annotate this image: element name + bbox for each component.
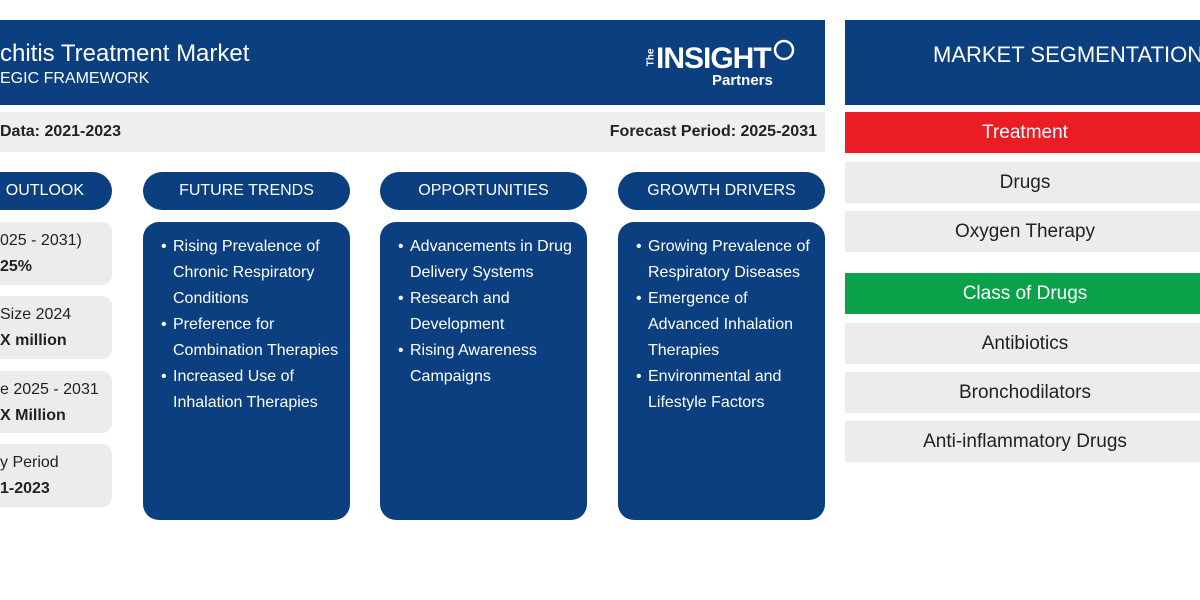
bullet: Increased Use of Inhalation Therapies [161,364,340,416]
segment-item: Drugs [845,162,1200,203]
bullet: Preference for Combination Therapies [161,312,340,364]
subtitle: EGIC FRAMEWORK [0,70,150,87]
logo-main: INSIGHT [656,42,772,75]
column-header: OPPORTUNITIES [380,172,587,210]
forecast-period: Forecast Period: 2025-2031 [609,123,817,140]
segmentation-header: MARKET SEGMENTATION [845,20,1200,105]
bullet: Growing Prevalence of Respiratory Diseas… [636,234,815,286]
outlook-value: X million [0,332,67,349]
title: chitis Treatment Market [0,40,250,67]
outlook-header: OUTLOOK [0,172,112,210]
logo-bottom: Partners [712,72,773,89]
outlook-value: 25% [0,258,33,275]
column-body: Growing Prevalence of Respiratory Diseas… [618,222,825,520]
outlook-box: Size 2024 X million [0,296,112,359]
segment-group: Class of Drugs [845,273,1200,314]
bullet-list: Advancements in Drug Delivery SystemsRes… [398,234,577,390]
column-header: FUTURE TRENDS [143,172,350,210]
logo: The INSIGHT Partners [642,39,802,92]
bullet: Emergence of Advanced Inhalation Therapi… [636,286,815,364]
outlook-label: Size 2024 [0,306,72,323]
outlook-label: 025 - 2031) [0,232,82,249]
outlook-box: e 2025 - 2031 X Million [0,371,112,433]
column-body: Rising Prevalence of Chronic Respiratory… [143,222,350,520]
bullet: Rising Awareness Campaigns [398,338,577,390]
column-header: GROWTH DRIVERS [618,172,825,210]
segment-item: Oxygen Therapy [845,211,1200,252]
logo-top: The [645,48,657,67]
outlook-box: y Period 1-2023 [0,444,112,507]
outlook-label: y Period [0,454,59,471]
bullet: Rising Prevalence of Chronic Respiratory… [161,234,340,312]
bullet-list: Rising Prevalence of Chronic Respiratory… [161,234,340,416]
column-body: Advancements in Drug Delivery SystemsRes… [380,222,587,520]
bullet-list: Growing Prevalence of Respiratory Diseas… [636,234,815,416]
outlook-value: 1-2023 [0,480,50,497]
segment-group: Treatment [845,112,1200,153]
segment-item: Antibiotics [845,323,1200,364]
outlook-value: X Million [0,407,66,424]
bullet: Environmental and Lifestyle Factors [636,364,815,416]
historic-period: Data: 2021-2023 [0,123,121,140]
header-bar: chitis Treatment Market EGIC FRAMEWORK T… [0,20,825,105]
segment-item: Bronchodilators [845,372,1200,413]
outlook-box: 025 - 2031) 25% [0,222,112,285]
period-bar: Data: 2021-2023 Forecast Period: 2025-20… [0,112,825,152]
segment-item: Anti-inflammatory Drugs [845,421,1200,462]
bullet: Research and Development [398,286,577,338]
outlook-label: e 2025 - 2031 [0,381,99,398]
bullet: Advancements in Drug Delivery Systems [398,234,577,286]
logo-icon [773,39,795,61]
